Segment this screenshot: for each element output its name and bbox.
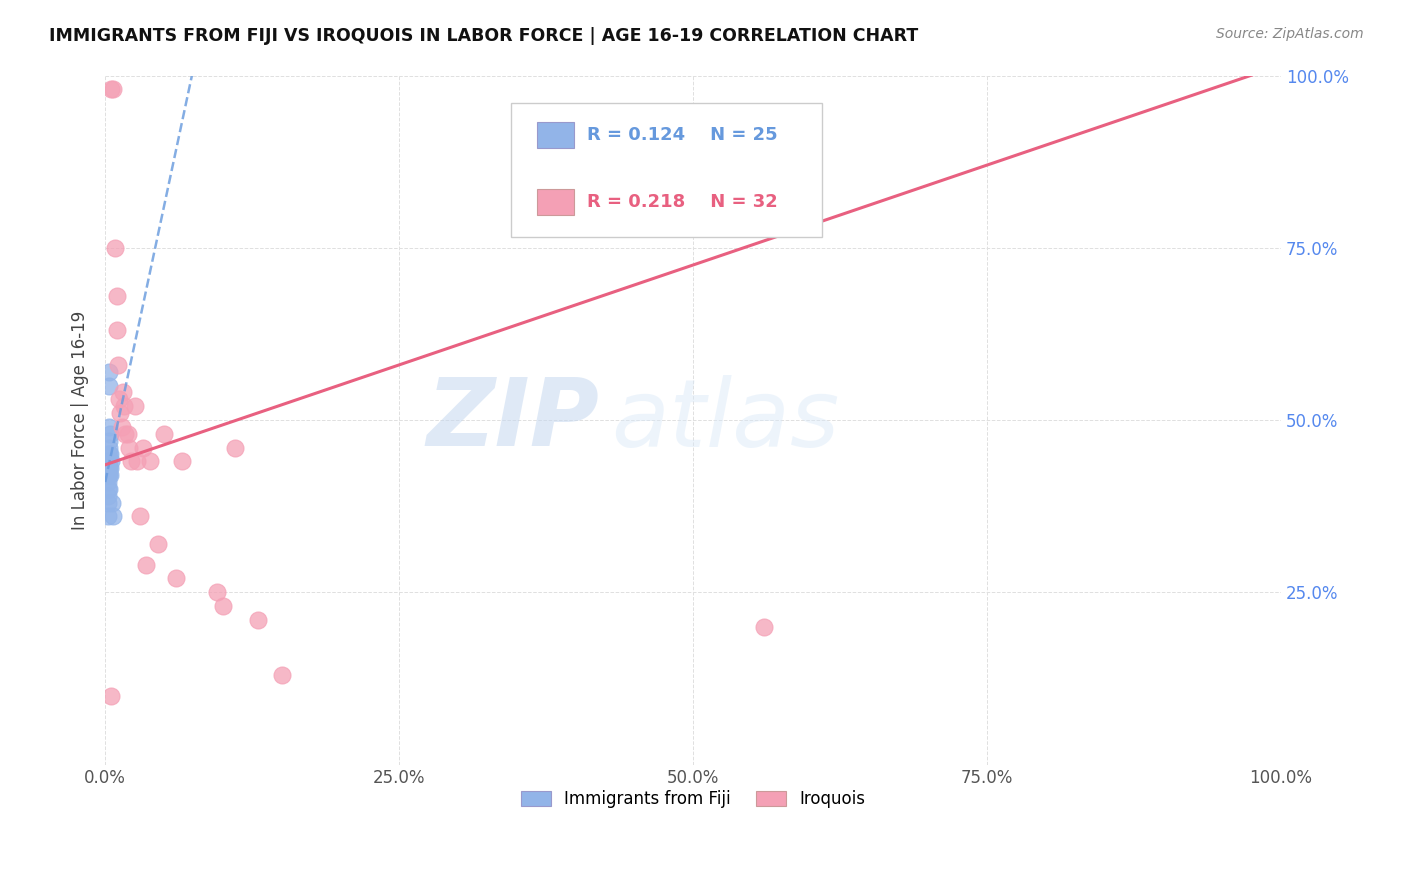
Point	[247, 613, 270, 627]
Point	[97, 482, 120, 496]
Point	[752, 620, 775, 634]
Point	[98, 447, 121, 461]
FancyBboxPatch shape	[537, 189, 574, 215]
Point	[97, 420, 120, 434]
Point	[107, 358, 129, 372]
Point	[98, 461, 121, 475]
Point	[103, 509, 125, 524]
Point	[114, 426, 136, 441]
Point	[211, 599, 233, 613]
Point	[97, 454, 120, 468]
Point	[97, 509, 120, 524]
Point	[108, 392, 131, 407]
Point	[97, 475, 120, 489]
Point	[97, 468, 120, 483]
Text: Source: ZipAtlas.com: Source: ZipAtlas.com	[1216, 27, 1364, 41]
Text: R = 0.218    N = 32: R = 0.218 N = 32	[588, 194, 778, 211]
Point	[111, 385, 134, 400]
Point	[97, 447, 120, 461]
Point	[97, 468, 120, 483]
Point	[97, 461, 120, 475]
Point	[146, 537, 169, 551]
Text: R = 0.124    N = 25: R = 0.124 N = 25	[588, 126, 778, 144]
Point	[129, 509, 152, 524]
Point	[100, 689, 122, 703]
Text: atlas: atlas	[610, 375, 839, 466]
Point	[112, 399, 135, 413]
FancyBboxPatch shape	[510, 103, 823, 237]
Point	[110, 406, 132, 420]
Point	[139, 454, 162, 468]
Point	[100, 454, 122, 468]
Point	[97, 441, 120, 455]
Point	[97, 468, 120, 483]
Point	[270, 668, 292, 682]
Point	[105, 289, 128, 303]
Text: IMMIGRANTS FROM FIJI VS IROQUOIS IN LABOR FORCE | AGE 16-19 CORRELATION CHART: IMMIGRANTS FROM FIJI VS IROQUOIS IN LABO…	[49, 27, 918, 45]
Point	[165, 572, 187, 586]
Point	[224, 441, 246, 455]
Point	[117, 426, 139, 441]
Point	[104, 241, 127, 255]
Point	[111, 420, 134, 434]
Point	[124, 399, 146, 413]
Point	[103, 82, 125, 96]
Point	[100, 82, 122, 96]
Point	[97, 378, 120, 392]
Point	[153, 426, 176, 441]
Point	[97, 496, 120, 510]
Y-axis label: In Labor Force | Age 16-19: In Labor Force | Age 16-19	[72, 310, 89, 530]
Point	[97, 489, 120, 503]
Point	[97, 482, 120, 496]
Point	[135, 558, 157, 572]
Point	[101, 496, 124, 510]
Point	[205, 585, 228, 599]
Point	[98, 468, 121, 483]
Point	[97, 434, 120, 448]
Point	[170, 454, 193, 468]
Point	[97, 461, 120, 475]
Point	[105, 323, 128, 337]
Text: ZIP: ZIP	[426, 374, 599, 466]
Point	[120, 454, 142, 468]
Point	[97, 365, 120, 379]
Point	[132, 441, 155, 455]
Point	[125, 454, 148, 468]
Point	[98, 426, 121, 441]
Legend: Immigrants from Fiji, Iroquois: Immigrants from Fiji, Iroquois	[515, 783, 872, 814]
Point	[118, 441, 141, 455]
FancyBboxPatch shape	[537, 121, 574, 148]
